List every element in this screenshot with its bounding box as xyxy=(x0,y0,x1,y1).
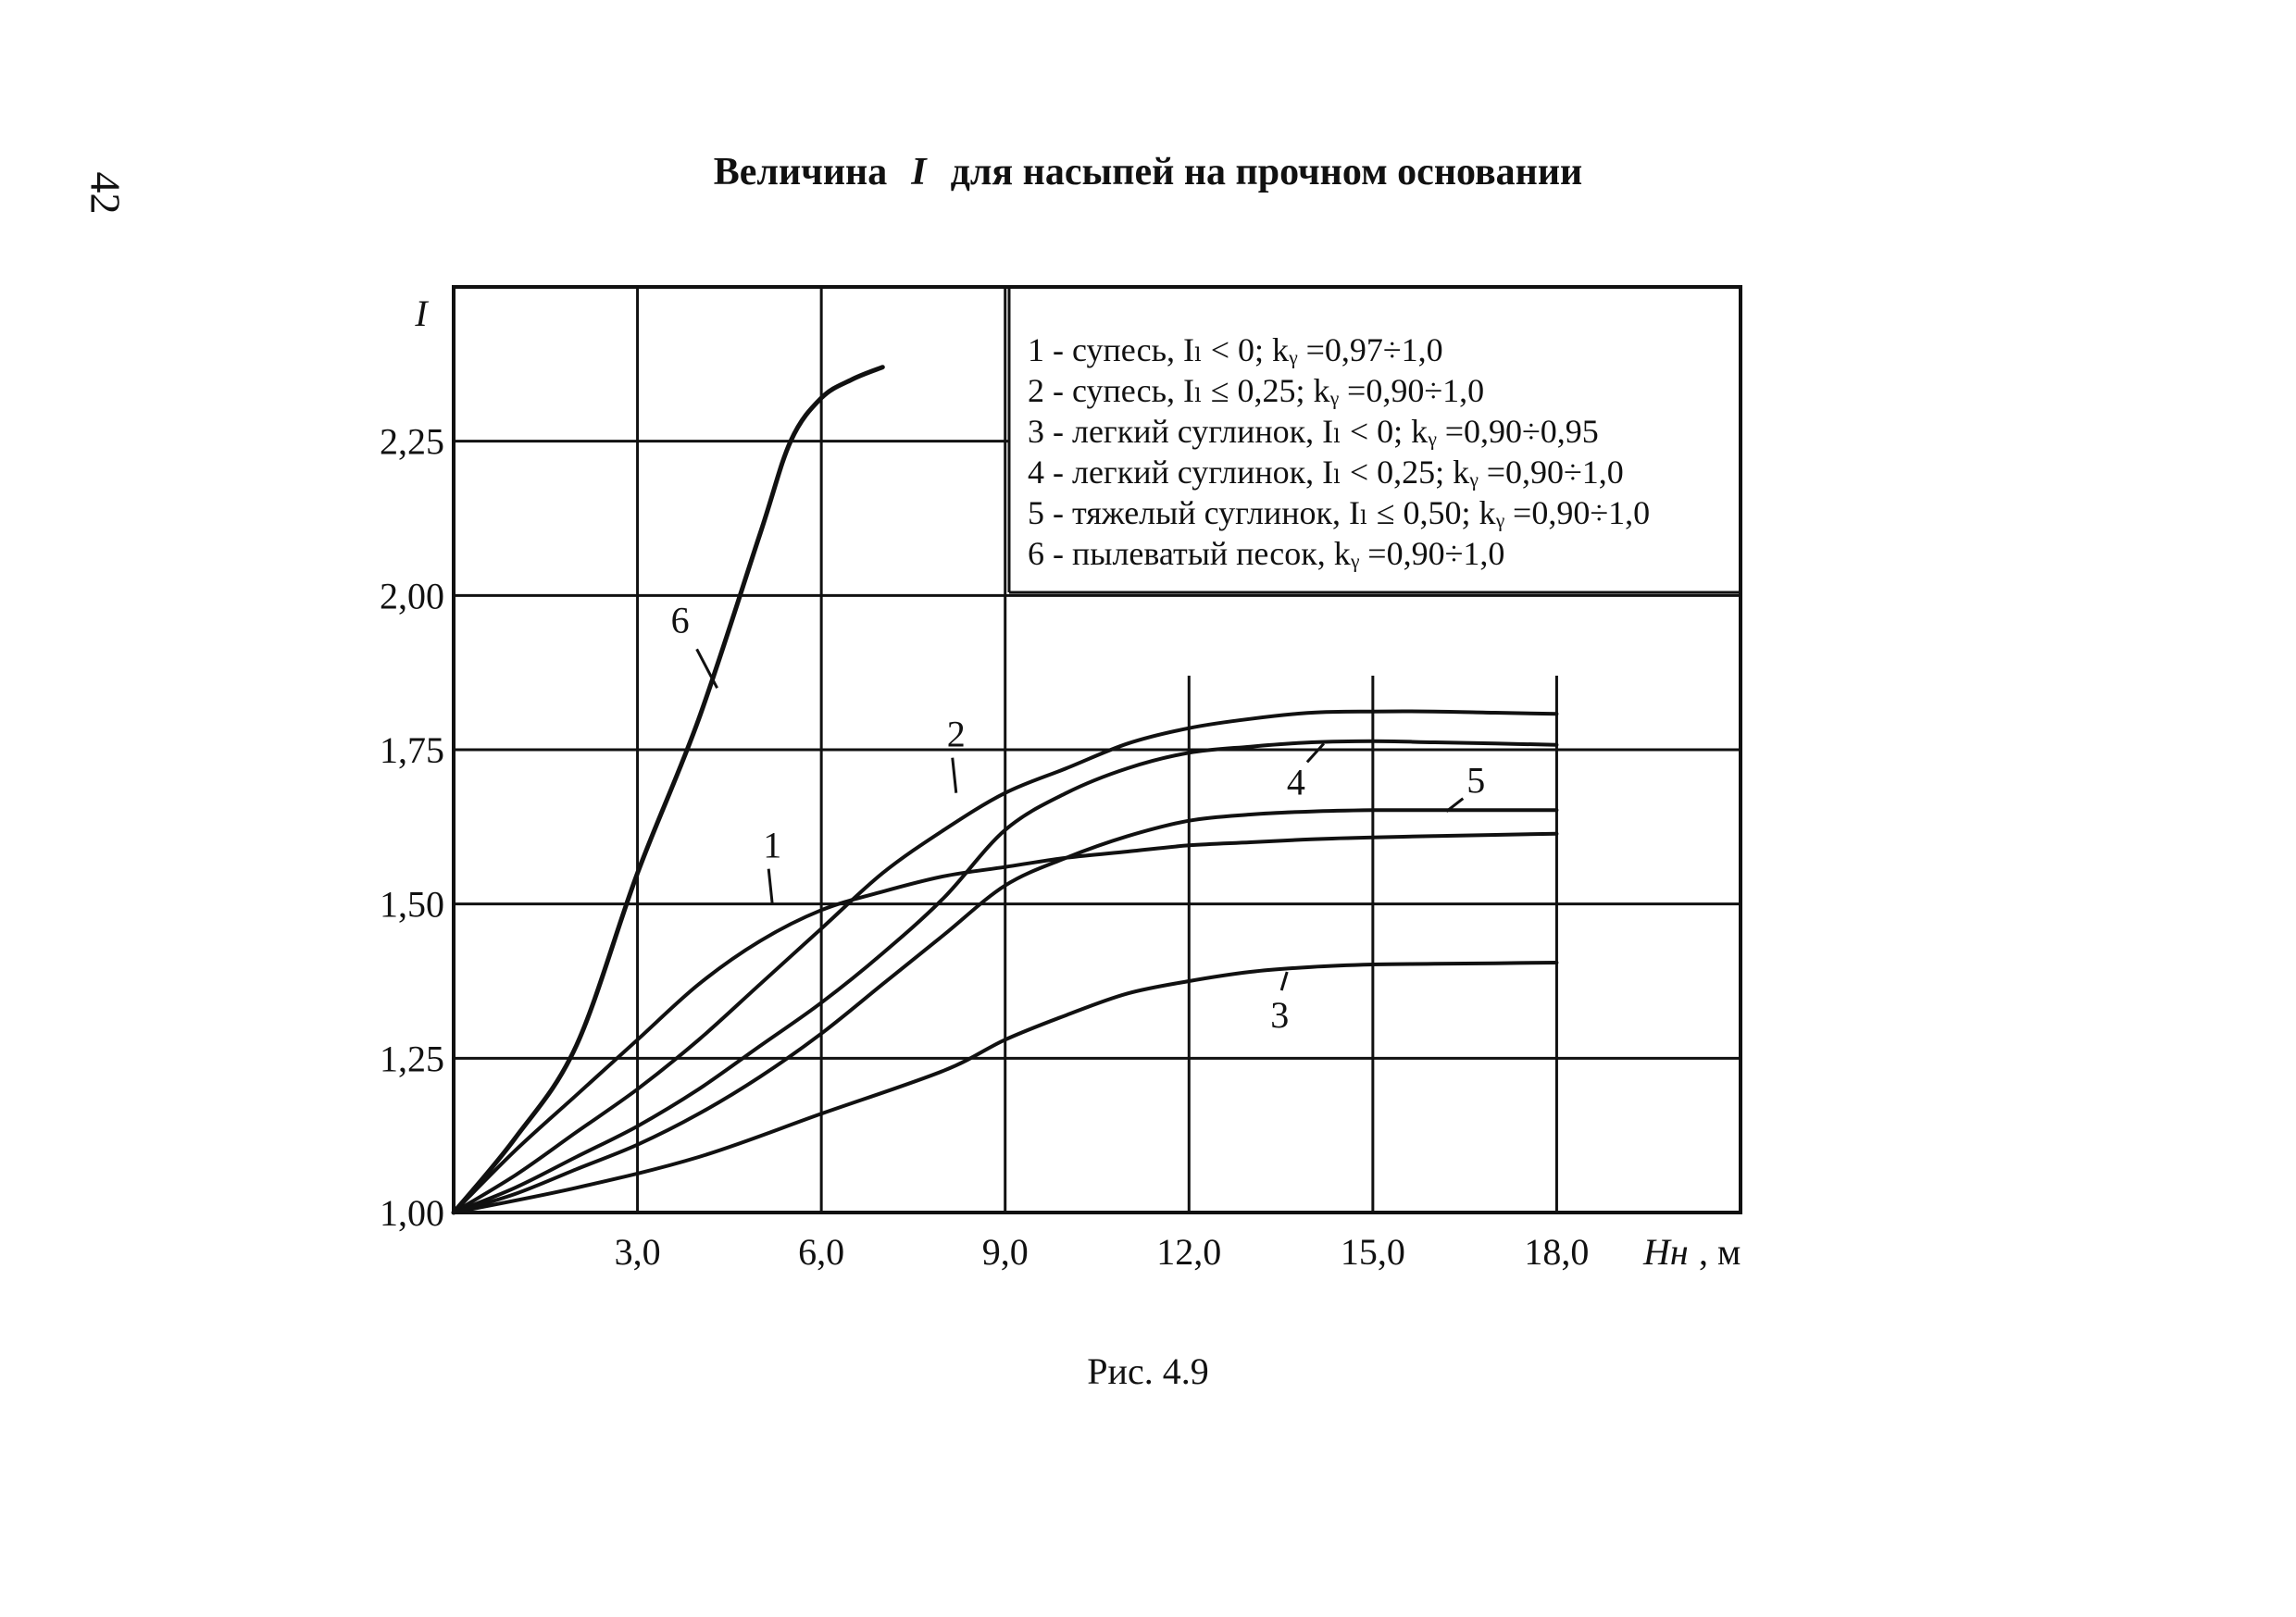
figure-caption: Рис. 4.9 xyxy=(1087,1350,1209,1392)
y-axis-label: I xyxy=(414,292,429,334)
series-line-5 xyxy=(452,808,1559,1214)
legend: 1 - супесь, Iₗ < 0; kᵧ =0,97÷1,0 2 - супе… xyxy=(1028,331,1650,572)
series-group xyxy=(451,365,1559,1215)
legend-entry-5: 5 - тяжелый суглинок, Iₗ ≤ 0,50; kᵧ =0,9… xyxy=(1028,494,1650,531)
x-tick-label-3: 12,0 xyxy=(1156,1231,1221,1273)
x-axis-unit: , м xyxy=(1699,1231,1741,1273)
y-tick-label-4: 2,00 xyxy=(380,575,444,616)
curve-label-leader-3 xyxy=(1279,971,1289,991)
y-tick-label-3: 1,75 xyxy=(380,729,444,771)
curve-label-leader-4 xyxy=(1305,742,1326,764)
curve-label-6: 6 xyxy=(671,599,690,641)
chart-grid xyxy=(454,287,1741,1213)
curve-labels: 1 2 3 4 5 6 xyxy=(671,599,1486,1036)
plot-border xyxy=(452,285,1742,1214)
curve-label-leader-5 xyxy=(1445,797,1465,813)
curve-label-2: 2 xyxy=(947,714,966,755)
y-tick-label-5: 2,25 xyxy=(380,421,444,463)
legend-entry-1: 1 - супесь, Iₗ < 0; kᵧ =0,97÷1,0 xyxy=(1028,331,1443,368)
curve-label-3: 3 xyxy=(1270,994,1289,1036)
series-line-4 xyxy=(452,739,1559,1214)
series-line-3 xyxy=(452,961,1559,1214)
x-tick-label-1: 6,0 xyxy=(798,1231,844,1273)
page-title-rest: для насыпей на прочном основании xyxy=(950,151,1583,193)
legend-entry-2: 2 - супесь, Iₗ ≤ 0,25; kᵧ =0,90÷1,0 xyxy=(1028,372,1484,409)
curve-label-leader-2 xyxy=(951,757,958,793)
axis-titles: I Hн, м xyxy=(414,292,1741,1273)
plot-frame xyxy=(452,285,1742,1214)
series-line-2 xyxy=(452,709,1559,1214)
tick-labels: 3,0 6,0 9,0 12,0 15,0 18,0 1,00 1,25 1,50 1,75 2,0… xyxy=(380,421,1589,1273)
series-line-6 xyxy=(451,365,885,1215)
page-title-lead: Величина xyxy=(713,151,888,193)
curve-label-4: 4 xyxy=(1287,761,1305,802)
y-tick-label-2: 1,50 xyxy=(380,884,444,926)
series-line-1 xyxy=(452,831,1559,1214)
y-tick-label-1: 1,25 xyxy=(380,1038,444,1079)
curve-label-5: 5 xyxy=(1466,760,1485,802)
curve-label-leader-6 xyxy=(695,648,718,690)
curve-label-leader-1 xyxy=(767,868,774,904)
y-tick-label-0: 1,00 xyxy=(380,1192,444,1234)
x-tick-label-2: 9,0 xyxy=(982,1231,1029,1273)
page-title-symbol: I xyxy=(911,151,927,193)
legend-entry-6: 6 - пылеватый песок, kᵧ =0,90÷1,0 xyxy=(1028,535,1504,572)
x-tick-label-5: 18,0 xyxy=(1524,1231,1589,1273)
x-tick-label-0: 3,0 xyxy=(615,1231,661,1273)
curve-label-1: 1 xyxy=(763,825,781,866)
x-tick-label-4: 15,0 xyxy=(1341,1231,1405,1273)
legend-entry-3: 3 - легкий суглинок, Iₗ < 0; kᵧ =0,90÷0,… xyxy=(1028,413,1599,450)
x-axis-label: Hн xyxy=(1642,1231,1689,1273)
legend-entry-4: 4 - легкий суглинок, Iₗ < 0,25; kᵧ =0,90… xyxy=(1028,454,1624,491)
